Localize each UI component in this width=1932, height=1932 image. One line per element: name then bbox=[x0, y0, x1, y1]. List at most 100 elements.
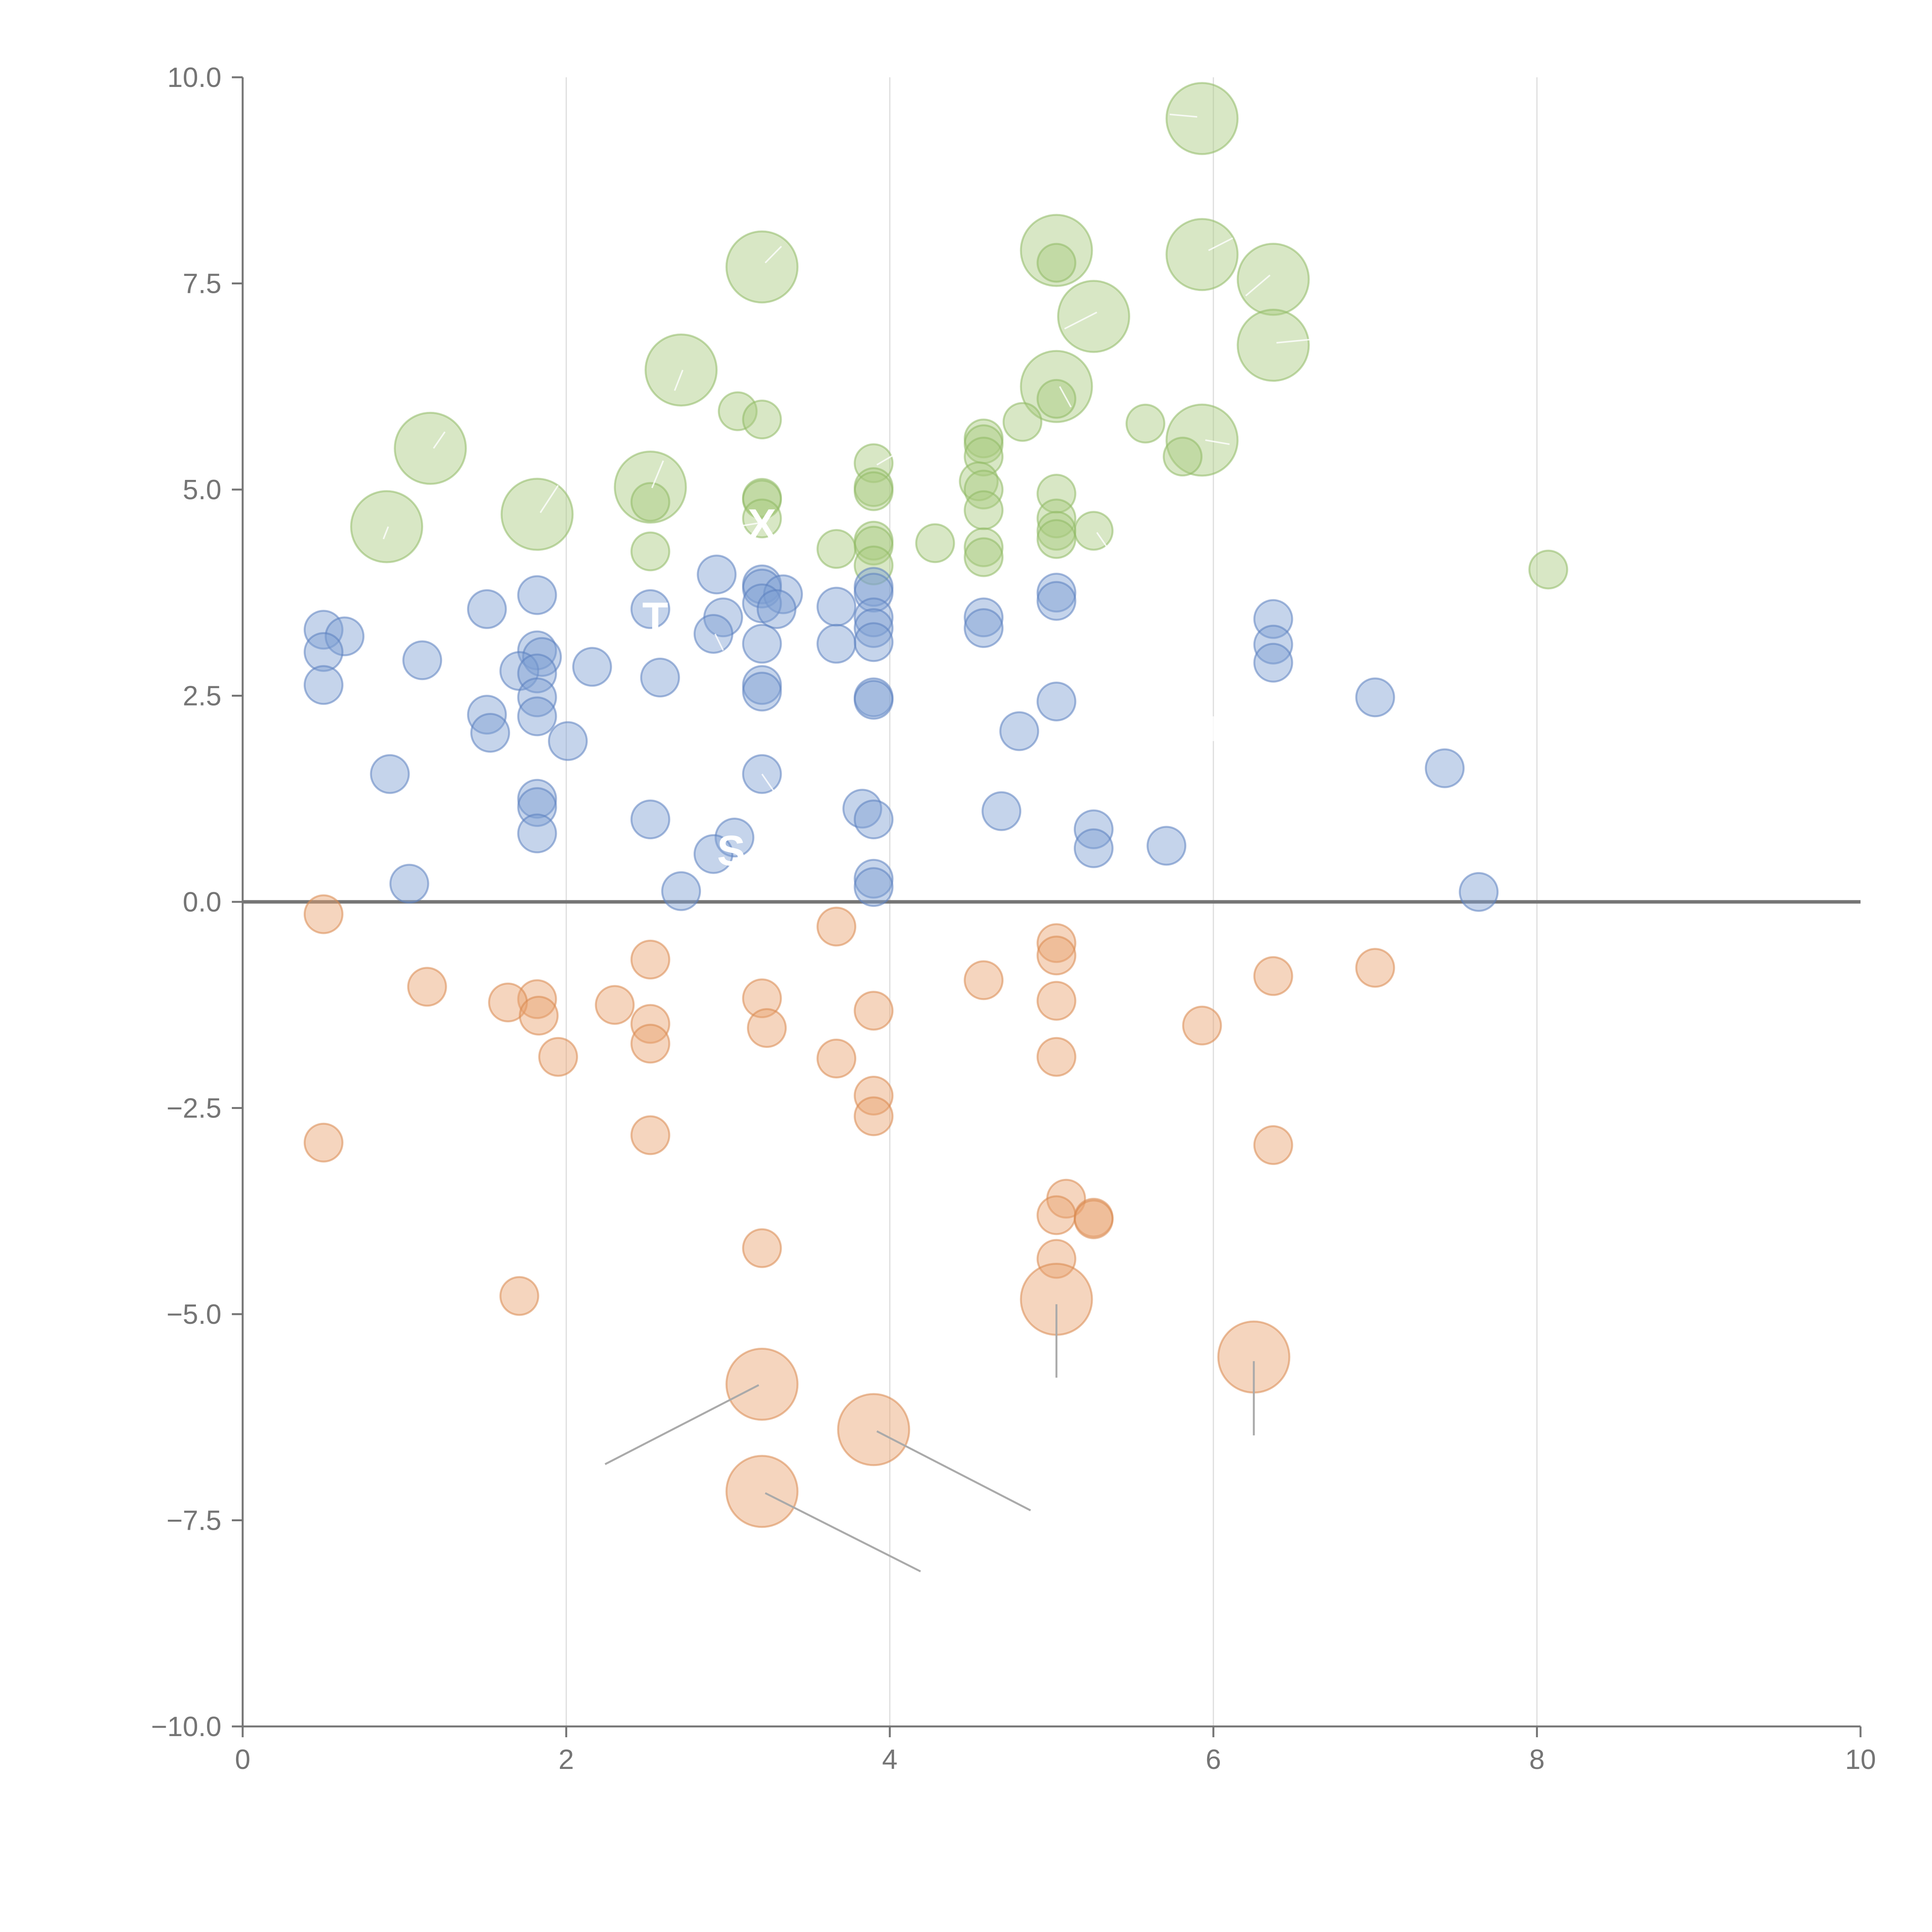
data-point-blue bbox=[854, 573, 894, 613]
data-point-orange bbox=[1253, 956, 1293, 996]
data-point-green bbox=[1036, 243, 1077, 283]
tick-labels: −10.0 −7.5 −5.0 −2.5 0.0 2.5 5.0 7.5 10.0 0 2 4 6 8 10 bbox=[151, 62, 1876, 1775]
leader-line-white bbox=[876, 452, 898, 466]
data-point-green bbox=[1163, 437, 1203, 477]
data-point-blue bbox=[548, 721, 588, 761]
data-point-orange bbox=[1355, 948, 1395, 988]
leader-line-white bbox=[736, 522, 762, 528]
data-point-green bbox=[1125, 403, 1165, 444]
data-point-orange bbox=[837, 1393, 910, 1466]
data-point-blue bbox=[661, 871, 701, 911]
data-point-blue bbox=[517, 779, 557, 819]
data-point-orange bbox=[725, 1347, 799, 1421]
leader-line-white bbox=[674, 369, 684, 391]
data-point-blue bbox=[1036, 581, 1077, 621]
data-points bbox=[303, 82, 1568, 1528]
data-point-green bbox=[964, 437, 1004, 477]
leader-line-white bbox=[1208, 237, 1233, 251]
data-point-blue bbox=[630, 589, 670, 629]
y-tick-label: 0.0 bbox=[183, 887, 221, 918]
data-point-blue bbox=[517, 630, 557, 670]
data-point-orange bbox=[407, 967, 447, 1007]
data-point-green bbox=[742, 498, 782, 539]
data-point-blue bbox=[854, 680, 894, 720]
data-point-green bbox=[630, 531, 670, 571]
data-point-green bbox=[1073, 511, 1114, 551]
data-point-green bbox=[1236, 309, 1310, 382]
data-point-blue bbox=[854, 622, 894, 662]
data-point-blue bbox=[693, 834, 733, 874]
data-point-orange bbox=[595, 985, 635, 1025]
data-point-green bbox=[964, 537, 1004, 577]
data-point-orange bbox=[303, 894, 344, 934]
data-point-blue bbox=[470, 713, 510, 753]
data-point-blue bbox=[854, 859, 894, 899]
y-tick-label: 2.5 bbox=[183, 681, 221, 712]
data-point-green bbox=[854, 471, 894, 511]
data-point-orange bbox=[1036, 1037, 1077, 1077]
data-point-orange bbox=[816, 1038, 857, 1078]
data-point-green bbox=[500, 478, 574, 551]
data-point-blue bbox=[1036, 681, 1077, 721]
data-point-orange bbox=[630, 1115, 670, 1155]
data-point-blue bbox=[714, 818, 755, 858]
data-point-blue bbox=[999, 711, 1039, 751]
data-point-blue bbox=[517, 813, 557, 854]
point-label: X bbox=[748, 501, 776, 548]
data-point-green bbox=[915, 523, 955, 563]
data-point-green bbox=[1528, 549, 1568, 590]
leader-line-white bbox=[539, 485, 559, 513]
leader-line-white bbox=[1205, 439, 1230, 445]
y-tick-label: 5.0 bbox=[183, 474, 221, 505]
data-point-blue bbox=[854, 867, 894, 907]
data-point-green bbox=[725, 230, 799, 304]
data-point-orange bbox=[747, 1008, 787, 1048]
data-point-blue bbox=[742, 624, 782, 664]
leader-line-white bbox=[1169, 114, 1197, 118]
data-point-orange bbox=[1036, 1195, 1077, 1235]
data-point-orange bbox=[488, 982, 528, 1022]
data-point-orange bbox=[1036, 923, 1077, 963]
data-point-blue bbox=[1036, 573, 1077, 613]
leader-line-white bbox=[1096, 532, 1109, 549]
leader-line-white bbox=[433, 431, 446, 449]
leader-line-white bbox=[714, 633, 724, 651]
x-tick-label: 10 bbox=[1845, 1744, 1876, 1775]
leader-line bbox=[604, 1384, 759, 1465]
y-tick-label: −2.5 bbox=[167, 1093, 221, 1124]
data-point-orange bbox=[725, 1455, 799, 1528]
data-point-blue bbox=[1355, 677, 1395, 718]
leader-line-white bbox=[651, 460, 664, 488]
data-point-orange bbox=[517, 979, 557, 1019]
data-point-blue bbox=[572, 647, 612, 687]
data-point-blue bbox=[964, 597, 1004, 638]
data-point-orange bbox=[1253, 1125, 1293, 1165]
y-tick-label: −5.0 bbox=[167, 1299, 221, 1330]
data-point-blue bbox=[1459, 872, 1499, 912]
data-point-orange bbox=[519, 995, 559, 1036]
data-point-green bbox=[350, 490, 423, 563]
leader-line-white bbox=[764, 246, 782, 264]
data-point-blue bbox=[325, 616, 365, 656]
data-point-green bbox=[1036, 519, 1077, 559]
point-label: S bbox=[717, 827, 745, 875]
data-point-green bbox=[742, 400, 782, 440]
data-point-green bbox=[1057, 280, 1130, 353]
y-tick-label: 7.5 bbox=[183, 269, 221, 299]
data-point-blue bbox=[854, 597, 894, 638]
data-point-green bbox=[964, 527, 1004, 567]
data-point-blue bbox=[517, 575, 557, 615]
data-point-green bbox=[964, 490, 1004, 530]
data-point-blue bbox=[303, 665, 344, 705]
data-point-blue bbox=[842, 789, 883, 829]
data-point-orange bbox=[742, 1228, 782, 1268]
data-point-orange bbox=[1036, 1239, 1077, 1279]
x-tick-label: 6 bbox=[1206, 1744, 1221, 1775]
data-point-orange bbox=[1073, 1199, 1114, 1240]
data-point-blue bbox=[303, 632, 344, 672]
data-point-blue bbox=[757, 589, 797, 629]
leader-lines bbox=[383, 114, 1311, 1573]
data-point-blue bbox=[1146, 826, 1187, 866]
data-point-orange bbox=[964, 960, 1004, 1000]
